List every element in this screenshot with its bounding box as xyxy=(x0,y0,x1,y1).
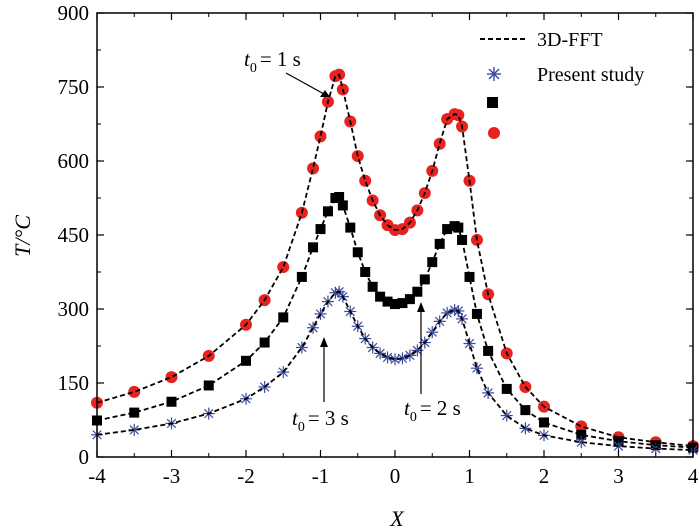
x-tick-label: 4 xyxy=(688,464,699,488)
fft-curve xyxy=(96,73,694,447)
annotation-t0-3s: t0 = 3 s xyxy=(292,337,349,435)
data-point-square xyxy=(322,206,333,217)
legend: 3D-FFT Present study xyxy=(480,29,644,139)
x-tick-label: 1 xyxy=(464,464,475,488)
data-point-square xyxy=(457,234,468,245)
plot-area xyxy=(91,68,699,457)
data-point-circle xyxy=(314,130,327,143)
data-point-square xyxy=(382,296,393,307)
fft-curve xyxy=(96,290,694,451)
y-tick-label: 750 xyxy=(58,75,90,99)
data-point-square xyxy=(390,299,400,310)
data-point-asterisk xyxy=(470,362,483,375)
data-point-square xyxy=(129,407,140,418)
data-point-square xyxy=(434,238,445,249)
data-point-circle xyxy=(277,261,290,274)
x-tick-label: -1 xyxy=(312,464,330,488)
x-tick-label: 3 xyxy=(613,464,624,488)
data-point-square xyxy=(442,224,453,235)
data-point-square xyxy=(397,298,408,309)
data-point-asterisk xyxy=(426,326,439,339)
data-point-circle xyxy=(452,109,465,122)
y-tick-label: 0 xyxy=(79,445,90,469)
data-point-asterisk xyxy=(307,321,320,334)
y-tick-label: 900 xyxy=(58,1,90,25)
data-point-asterisk xyxy=(381,351,394,364)
legend-label-fft: 3D-FFT xyxy=(537,29,603,51)
data-point-circle xyxy=(165,371,178,384)
data-point-asterisk xyxy=(314,307,327,320)
x-tick-label: -4 xyxy=(88,464,106,488)
data-point-circle xyxy=(128,385,141,398)
x-tick-label: -2 xyxy=(237,464,255,488)
x-tick-label: 0 xyxy=(390,464,401,488)
y-tick-label: 150 xyxy=(58,371,90,395)
x-tick-label: 2 xyxy=(539,464,550,488)
data-point-square xyxy=(375,291,386,302)
y-tick-label: 450 xyxy=(58,223,90,247)
data-point-square xyxy=(419,274,430,285)
data-point-circle xyxy=(433,137,446,150)
legend-swatch-square xyxy=(487,97,498,108)
data-point-asterisk xyxy=(403,349,416,362)
data-point-square xyxy=(576,429,587,440)
data-point-square xyxy=(539,417,549,428)
legend-swatch-circle xyxy=(488,127,500,139)
svg-text:t0= 3 s: t0 = 3 s xyxy=(292,406,349,435)
x-tick-label: -3 xyxy=(163,464,181,488)
x-axis-label: X xyxy=(389,506,405,531)
data-point-asterisk xyxy=(519,422,532,435)
data-point-square xyxy=(404,294,415,305)
legend-label-present-study: Present study xyxy=(537,64,644,86)
svg-text:t0= 2 s: t0 = 2 s xyxy=(404,396,461,425)
axes: -4 -3 -2 -1 0 1 2 3 4 0 150 300 450 600 750 900 xyxy=(58,1,699,488)
y-tick-label: 300 xyxy=(58,297,90,321)
fft-curve xyxy=(96,195,694,449)
data-point-square xyxy=(203,380,214,391)
data-point-circle xyxy=(359,174,372,187)
svg-text:t0= 1 s: t0 = 1 s xyxy=(244,47,301,76)
y-tick-label: 600 xyxy=(58,149,90,173)
data-point-square xyxy=(308,242,319,253)
annotation-t0-1s: t0 = 1 s xyxy=(244,47,330,97)
annotation-t0-2s: t0 = 2 s xyxy=(404,302,461,425)
legend-swatch-asterisk xyxy=(487,67,501,81)
data-point-circle xyxy=(575,420,588,433)
y-axis-label: T/°C xyxy=(10,215,35,257)
data-point-square xyxy=(464,271,475,282)
data-point-circle xyxy=(307,162,320,175)
